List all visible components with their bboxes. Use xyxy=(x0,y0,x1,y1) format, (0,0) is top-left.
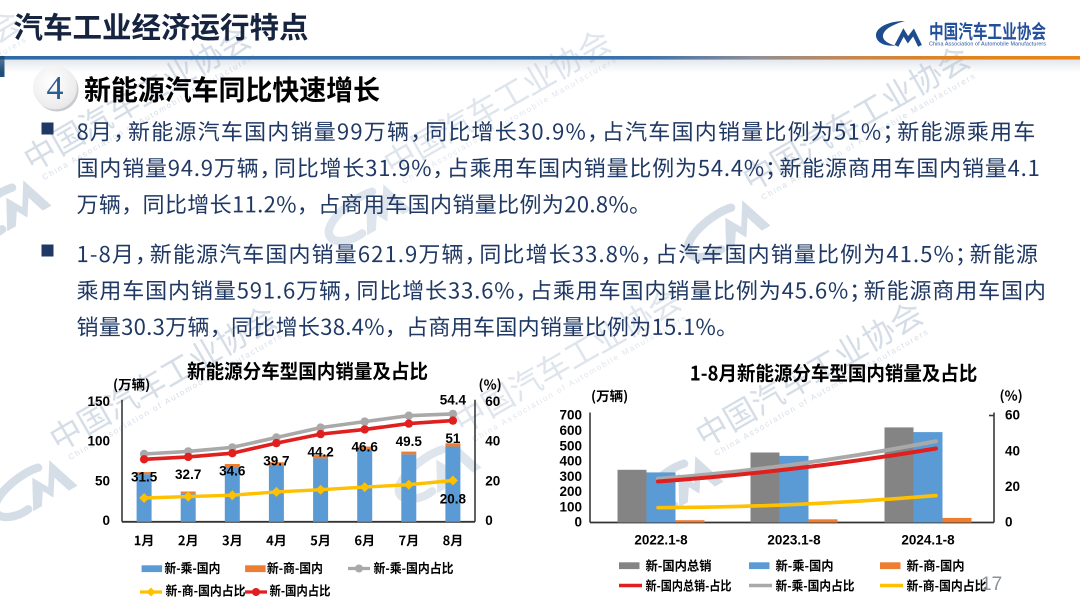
svg-text:60: 60 xyxy=(1005,408,1020,423)
svg-text:500: 500 xyxy=(559,438,582,453)
svg-text:150: 150 xyxy=(87,394,110,409)
svg-text:200: 200 xyxy=(559,484,582,499)
svg-text:32.7: 32.7 xyxy=(175,467,201,482)
svg-text:0: 0 xyxy=(102,513,110,528)
svg-text:20: 20 xyxy=(1005,479,1020,494)
svg-text:17: 17 xyxy=(981,574,1002,595)
svg-text:54.4: 54.4 xyxy=(440,392,467,407)
svg-text:100: 100 xyxy=(87,434,110,449)
svg-text:0: 0 xyxy=(574,515,582,530)
svg-text:40: 40 xyxy=(1005,443,1020,458)
svg-text:60: 60 xyxy=(485,394,500,409)
svg-text:44.2: 44.2 xyxy=(307,444,333,459)
svg-text:51: 51 xyxy=(445,431,461,446)
svg-text:40: 40 xyxy=(485,434,500,449)
svg-text:49.5: 49.5 xyxy=(396,434,423,449)
svg-text:700: 700 xyxy=(559,408,582,423)
svg-text:2024.1-8: 2024.1-8 xyxy=(901,532,955,547)
svg-text:0: 0 xyxy=(485,513,493,528)
svg-text:100: 100 xyxy=(559,499,582,514)
svg-text:4: 4 xyxy=(47,70,64,107)
svg-text:34.6: 34.6 xyxy=(219,464,246,479)
svg-text:20: 20 xyxy=(485,473,500,488)
svg-text:20.8: 20.8 xyxy=(440,491,467,506)
svg-text:0: 0 xyxy=(1005,515,1013,530)
svg-text:50: 50 xyxy=(95,473,110,488)
svg-text:China Association of Automobil: China Association of Automobile Manufact… xyxy=(929,42,1046,48)
svg-text:600: 600 xyxy=(559,423,582,438)
svg-text:31.5: 31.5 xyxy=(131,470,158,485)
svg-text:46.6: 46.6 xyxy=(352,440,379,455)
svg-text:2022.1-8: 2022.1-8 xyxy=(634,532,688,547)
svg-text:300: 300 xyxy=(559,469,582,484)
svg-text:39.7: 39.7 xyxy=(263,453,289,468)
svg-text:400: 400 xyxy=(559,454,582,469)
svg-text:2023.1-8: 2023.1-8 xyxy=(767,532,821,547)
